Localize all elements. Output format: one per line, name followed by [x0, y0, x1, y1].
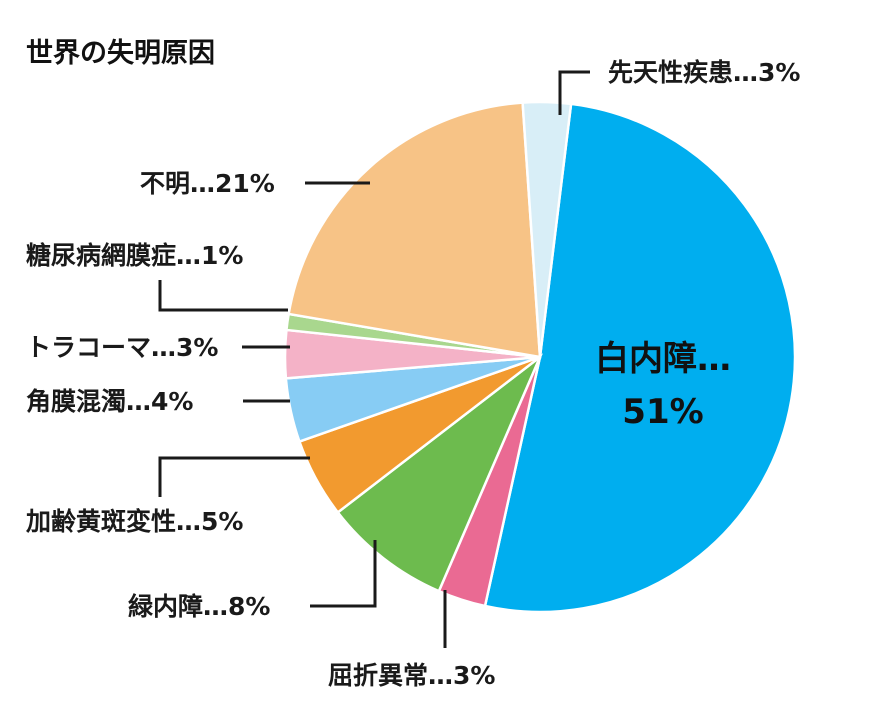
pie-slice-2: [336, 353, 544, 593]
leader-line-ryokunai: [310, 540, 377, 608]
pie-slice-7: [287, 101, 542, 359]
slice-label-trachoma: トラコーマ…3%: [26, 333, 218, 362]
leader-line-tonyo: [158, 280, 288, 312]
slice-label-fumei: 不明…21%: [140, 169, 275, 198]
leader-lines: [158, 70, 590, 648]
slice-label-kussetsu: 屈折異常…3%: [328, 661, 495, 690]
pie-slice-8: [521, 100, 573, 358]
slice-label-ryokunai: 緑内障…8%: [128, 592, 270, 621]
slice-label-kareiouhan: 加齢黄斑変性…5%: [25, 507, 243, 536]
leader-line-kareiouhan: [158, 456, 310, 497]
slice-label-tonyo: 糖尿病網膜症…1%: [26, 241, 243, 270]
slice-label-hakunaisho: 白内障…: [595, 339, 731, 379]
pie-slices: [283, 100, 797, 614]
slice-label-senten: 先天性疾患…3%: [608, 58, 800, 87]
pie-slice-0: [483, 102, 797, 614]
chart-title: 世界の失明原因: [26, 38, 215, 69]
slice-label-kakumaku: 角膜混濁…4%: [26, 387, 193, 416]
slice-value-hakunaisho: 51%: [622, 392, 703, 432]
leader-line-senten: [558, 70, 590, 115]
